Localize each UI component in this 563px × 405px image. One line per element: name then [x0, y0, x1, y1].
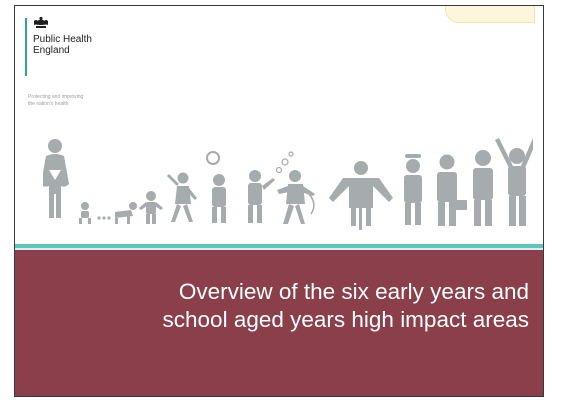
slide-title: Overview of the six early years and scho…	[49, 278, 529, 334]
adult-standing-figure	[473, 150, 493, 226]
organisation-name-line2: England	[33, 45, 70, 56]
organisation-name-line1: Public Health	[33, 34, 92, 45]
logo-accent-rule	[25, 18, 27, 76]
accent-divider	[15, 244, 543, 248]
royal-crest-icon	[34, 16, 48, 28]
slide-title-line2: school aged years high impact areas	[162, 307, 529, 332]
corner-tab	[445, 6, 535, 23]
teen-figure	[404, 154, 422, 225]
adult-arms-raised-figure	[495, 138, 533, 226]
baby-figure	[79, 202, 91, 224]
pregnant-woman-figure	[43, 139, 69, 218]
tagline-line2: the nation's health	[28, 101, 69, 107]
organisation-name: Public Health England	[33, 34, 113, 56]
toddler-figure	[139, 191, 163, 224]
adult-briefcase-figure	[437, 154, 467, 226]
accent-divider-light	[15, 248, 543, 250]
teen-leaning-figure	[329, 161, 393, 230]
crawling-baby-figure	[115, 202, 137, 224]
tagline: Protecting and improving the nation's he…	[28, 94, 108, 108]
title-slide: Public Health England Protecting and imp…	[14, 5, 544, 397]
jumping-child-figure	[167, 172, 197, 222]
child-bubbles-figure	[248, 151, 294, 223]
life-course-figures-illustration	[43, 138, 533, 230]
child-skipping-figure	[277, 170, 315, 224]
title-banner: Overview of the six early years and scho…	[15, 250, 543, 396]
slide-title-line1: Overview of the six early years and	[178, 279, 529, 304]
tagline-line1: Protecting and improving	[28, 94, 84, 100]
child-standing-figure	[212, 174, 226, 223]
